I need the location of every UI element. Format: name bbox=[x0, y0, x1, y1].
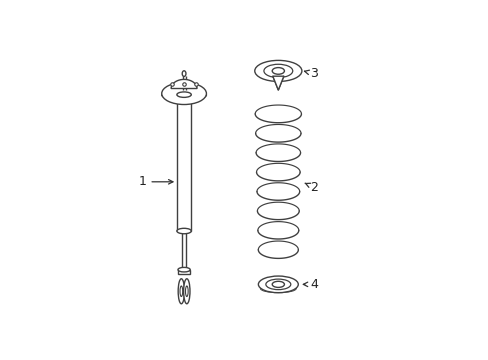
Ellipse shape bbox=[180, 286, 183, 297]
Bar bbox=[178, 270, 190, 274]
Ellipse shape bbox=[178, 279, 184, 304]
Polygon shape bbox=[272, 76, 283, 90]
Ellipse shape bbox=[258, 276, 298, 293]
Ellipse shape bbox=[182, 71, 185, 76]
Ellipse shape bbox=[254, 60, 301, 81]
Ellipse shape bbox=[272, 68, 284, 74]
Ellipse shape bbox=[260, 284, 296, 293]
Ellipse shape bbox=[265, 279, 290, 290]
Text: 1: 1 bbox=[138, 175, 173, 188]
Polygon shape bbox=[171, 80, 197, 89]
Bar bbox=[177, 95, 191, 231]
Ellipse shape bbox=[264, 64, 292, 77]
Text: 4: 4 bbox=[303, 278, 318, 291]
Ellipse shape bbox=[162, 82, 206, 104]
Ellipse shape bbox=[177, 92, 191, 97]
Ellipse shape bbox=[183, 279, 190, 304]
Ellipse shape bbox=[185, 286, 188, 297]
Ellipse shape bbox=[272, 281, 284, 287]
Text: 2: 2 bbox=[305, 181, 318, 194]
Text: 3: 3 bbox=[304, 67, 318, 80]
Ellipse shape bbox=[178, 267, 190, 272]
Ellipse shape bbox=[177, 228, 191, 234]
